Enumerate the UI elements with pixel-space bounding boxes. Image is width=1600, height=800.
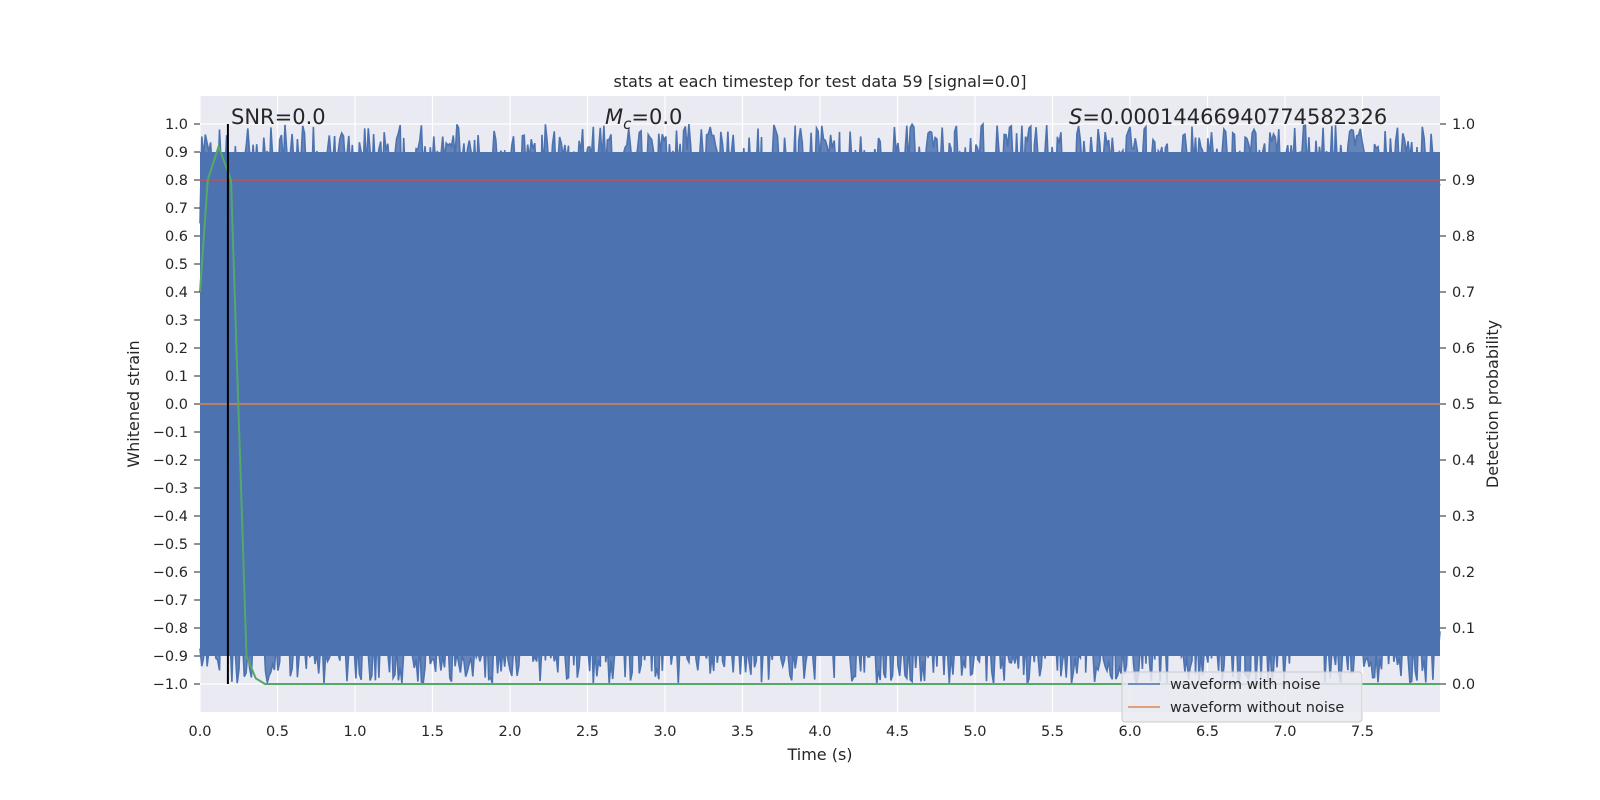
x-tick-label: 3.0 [653,724,676,740]
legend-label-noise: waveform with noise [1170,677,1321,693]
legend-box [1121,671,1363,723]
y-tick-label-left: 0.0 [165,397,188,413]
y-tick-label-left: 0.8 [165,173,188,189]
y-tick-label-left: −0.5 [153,537,188,553]
x-tick-label: 2.0 [498,724,521,740]
y-tick-label-left: 0.3 [165,313,188,329]
y-tick-label-left: 0.7 [165,201,188,217]
snr-annotation: SNR=0.0 [231,105,326,129]
y-tick-label-left: −0.4 [153,509,188,525]
y-tick-label-right: 0.7 [1452,285,1475,301]
y-tick-label-left: −0.7 [153,593,188,609]
y-tick-label-right: 0.5 [1452,397,1475,413]
y-axis-label-left: Whitened strain [124,340,143,467]
y-tick-label-right: 0.2 [1452,565,1475,581]
x-tick-label: 7.5 [1351,724,1374,740]
y-tick-label-left: 1.0 [165,117,188,133]
y-tick-label-left: −0.1 [153,425,188,441]
x-tick-label: 4.5 [886,724,909,740]
noise-lower-fill [200,522,1440,684]
y-tick-label-right: 0.9 [1452,173,1475,189]
y-tick-label-left: 0.5 [165,257,188,273]
x-tick-label: 0.0 [188,724,211,740]
y-axis-label-right: Detection probability [1483,320,1502,488]
x-tick-label: 6.0 [1118,724,1141,740]
legend: waveform with noise waveform without noi… [1121,671,1363,723]
y-tick-label-right: 0.3 [1452,509,1475,525]
x-tick-label: 5.5 [1041,724,1064,740]
x-tick-label: 0.5 [266,724,289,740]
y-tick-label-right: 0.4 [1452,453,1475,469]
x-tick-label: 1.5 [421,724,444,740]
y-tick-label-left: 0.1 [165,369,188,385]
detection-probability-line [199,143,1440,685]
x-tick-label: 6.5 [1196,724,1219,740]
y-tick-label-right: 1.0 [1452,117,1475,133]
y-tick-label-right: 0.1 [1452,621,1475,637]
y-tick-label-left: −0.3 [153,481,188,497]
y-tick-label-right: 0.8 [1452,229,1475,245]
y-tick-label-left: 0.9 [165,145,188,161]
y-tick-label-left: −1.0 [153,677,188,693]
y-tick-label-right: 0.6 [1452,341,1475,357]
noise-upper-fill [200,124,1440,262]
y-tick-label-left: 0.6 [165,229,188,245]
series-lines [199,124,1440,685]
x-tick-label: 4.0 [808,724,831,740]
y-tick-label-left: 0.4 [165,285,188,301]
legend-label-clean: waveform without noise [1170,700,1344,716]
x-tick-label: 1.0 [343,724,366,740]
y-tick-label-left: 0.2 [165,341,188,357]
x-tick-label: 7.0 [1273,724,1296,740]
x-axis-label: Time (s) [786,745,852,764]
y-tick-label-left: −0.8 [153,621,188,637]
y-tick-label-right: 0.0 [1452,677,1475,693]
s-statistic-annotation: S=0.00014466940774582326 [1069,105,1387,129]
chirp-mass-annotation: Mc=0.0 [605,105,682,133]
chart-title: stats at each timestep for test data 59 … [614,72,1027,91]
y-tick-label-left: −0.9 [153,649,188,665]
y-tick-label-left: −0.2 [153,453,188,469]
x-tick-label: 5.0 [963,724,986,740]
y-tick-label-left: −0.6 [153,565,188,581]
axis-ticks: 0.0 0.5 1.0 1.5 2.0 2.5 3.0 3.5 4.0 4.5 5.0 5.5 6.0 6… [153,117,1475,740]
x-tick-label: 2.5 [576,724,599,740]
x-tick-label: 3.5 [731,724,754,740]
